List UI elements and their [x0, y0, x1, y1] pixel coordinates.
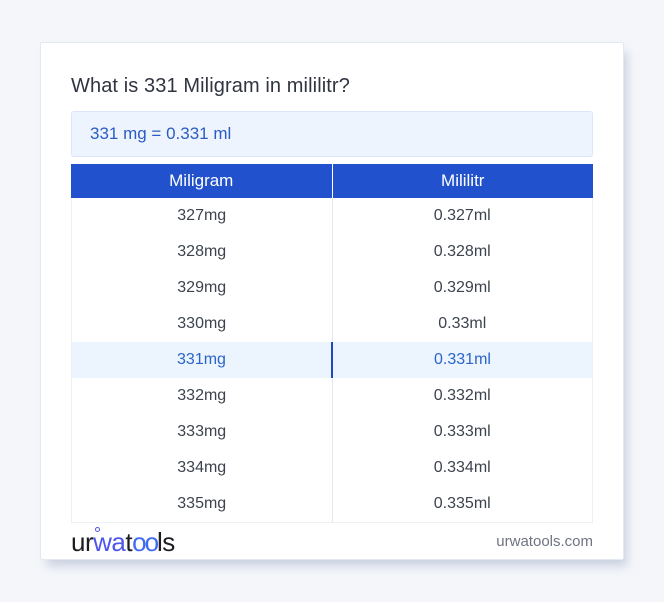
- mililitr-cell: 0.332ml: [433, 387, 491, 404]
- logo-segment: wa: [93, 526, 126, 557]
- table-row: 328mg 0.328ml: [72, 234, 592, 270]
- mililitr-cell: 0.33ml: [438, 315, 487, 332]
- table-row: 332mg 0.332ml: [72, 378, 592, 414]
- conversion-result-text: 331 mg = 0.331 ml: [90, 124, 232, 143]
- logo-segment: ur: [71, 526, 94, 557]
- table-body: 327mg 0.327ml 328mg 0.328ml 329mg 0.329m…: [71, 198, 593, 523]
- site-domain-text: urwatools.com: [496, 533, 593, 550]
- table-row: 327mg 0.327ml: [72, 198, 592, 234]
- miligram-cell: 330mg: [72, 306, 333, 342]
- conversion-card: What is 331 Miligram in mililitr? 331 mg…: [40, 42, 624, 560]
- table-header-mililitr: Mililitr: [441, 171, 485, 190]
- logo-ring-icon: [95, 526, 100, 532]
- card-footer: urwatools urwatools.com: [71, 523, 593, 560]
- table-row: 330mg 0.33ml: [72, 306, 592, 342]
- table-row: 333mg 0.333ml: [72, 414, 592, 450]
- miligram-cell: 334mg: [72, 450, 333, 486]
- miligram-cell: 335mg: [72, 486, 333, 522]
- table-header-miligram: Miligram: [71, 164, 333, 198]
- conversion-table: Miligram Mililitr 327mg 0.327ml 328mg 0.…: [71, 164, 593, 523]
- miligram-cell: 331mg: [72, 342, 333, 378]
- mililitr-cell: 0.335ml: [433, 495, 491, 512]
- mililitr-cell: 0.329ml: [433, 279, 491, 296]
- table-row: 329mg 0.329ml: [72, 270, 592, 306]
- miligram-cell: 332mg: [72, 378, 333, 414]
- logo-segment: ls: [157, 526, 175, 557]
- table-header-row: Miligram Mililitr: [71, 164, 593, 198]
- urwatools-logo[interactable]: urwatools: [71, 526, 175, 557]
- logo-segment: t: [125, 526, 133, 557]
- miligram-cell: 333mg: [72, 414, 333, 450]
- mililitr-cell: 0.333ml: [433, 423, 491, 440]
- table-row: 334mg 0.334ml: [72, 450, 592, 486]
- conversion-result-box: 331 mg = 0.331 ml: [71, 111, 593, 157]
- miligram-cell: 327mg: [72, 198, 333, 234]
- miligram-cell: 328mg: [72, 234, 333, 270]
- table-row: 331mg 0.331ml: [72, 342, 592, 378]
- mililitr-cell: 0.331ml: [434, 351, 491, 368]
- miligram-cell: 329mg: [72, 270, 333, 306]
- page-title: What is 331 Miligram in mililitr?: [71, 75, 350, 97]
- logo-segment: oo: [132, 526, 159, 557]
- table-row: 335mg 0.335ml: [72, 486, 592, 522]
- mililitr-cell: 0.327ml: [433, 207, 491, 224]
- mililitr-cell: 0.328ml: [433, 243, 491, 260]
- mililitr-cell: 0.334ml: [433, 459, 491, 476]
